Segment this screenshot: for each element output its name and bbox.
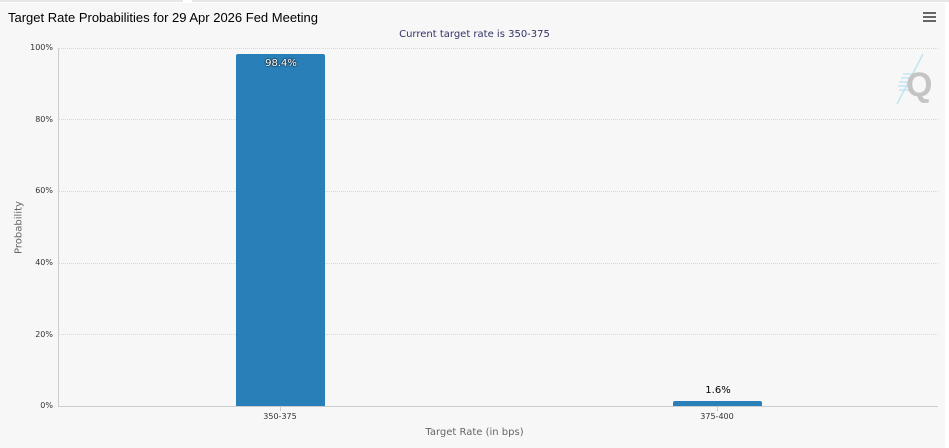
gridline-60	[58, 191, 938, 192]
bar-label-350-375: 98.4%	[265, 58, 297, 69]
q-logo-icon: Q	[896, 53, 932, 105]
y-tick-100: 100%	[30, 43, 53, 52]
gridline-100	[58, 48, 938, 49]
x-tick-375-400: 375-400	[700, 412, 734, 421]
plot-area	[58, 48, 938, 406]
x-axis-label: Target Rate (in bps)	[425, 427, 524, 438]
bar-350-375[interactable]	[236, 54, 325, 406]
y-tick-60: 60%	[35, 186, 53, 195]
bar-375-400[interactable]	[673, 401, 762, 406]
y-axis-label: Probability	[13, 201, 25, 254]
y-tick-80: 80%	[35, 115, 53, 124]
gridline-80	[58, 119, 938, 120]
chart-panel	[0, 3, 945, 448]
y-tick-40: 40%	[35, 258, 53, 267]
gridline-40	[58, 263, 938, 264]
hamburger-menu-icon[interactable]	[923, 12, 936, 23]
top-border-left	[0, 0, 183, 2]
x-axis-line	[58, 406, 938, 407]
svg-text:Q: Q	[906, 66, 932, 104]
y-tick-0: 0%	[40, 401, 53, 410]
chart-title: Target Rate Probabilities for 29 Apr 202…	[8, 10, 319, 25]
gridline-20	[58, 334, 938, 335]
bar-label-375-400: 1.6%	[705, 385, 731, 396]
top-border-right	[192, 0, 949, 2]
chart-subtitle: Current target rate is 350-375	[399, 29, 550, 40]
x-tick-mark-350-375	[280, 406, 281, 411]
x-tick-mark-375-400	[717, 406, 718, 411]
x-tick-350-375: 350-375	[263, 412, 297, 421]
y-tick-20: 20%	[35, 330, 53, 339]
y-axis-line	[58, 48, 59, 407]
